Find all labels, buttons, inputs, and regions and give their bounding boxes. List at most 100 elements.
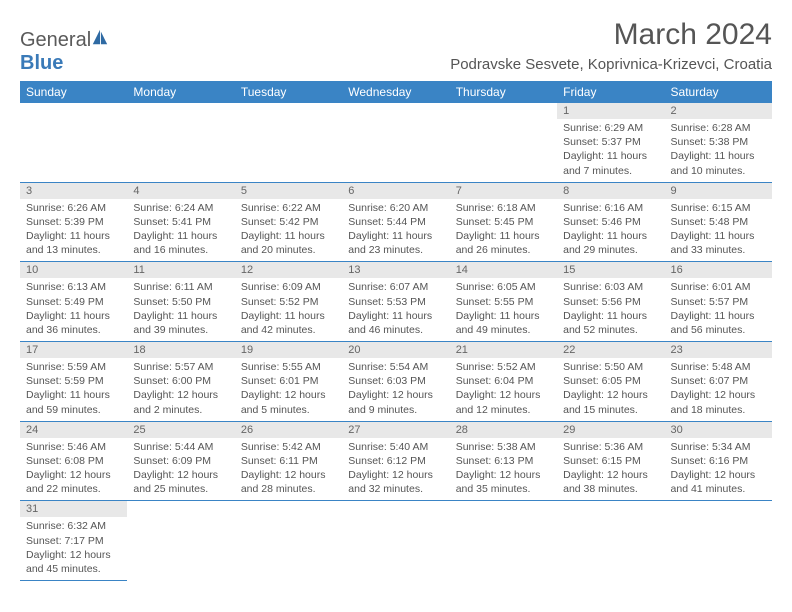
sunrise-line: Sunrise: 6:03 AM — [563, 280, 658, 294]
calendar-cell: 2Sunrise: 6:28 AMSunset: 5:38 PMDaylight… — [665, 103, 772, 182]
day-number: 2 — [665, 103, 772, 119]
day-details: Sunrise: 6:22 AMSunset: 5:42 PMDaylight:… — [235, 199, 342, 262]
day-details: Sunrise: 6:16 AMSunset: 5:46 PMDaylight:… — [557, 199, 664, 262]
calendar-cell — [450, 103, 557, 182]
daylight-line: Daylight: 12 hours and 38 minutes. — [563, 468, 658, 496]
day-number: 12 — [235, 262, 342, 278]
day-number: 25 — [127, 422, 234, 438]
sunset-line: Sunset: 6:12 PM — [348, 454, 443, 468]
day-details: Sunrise: 5:48 AMSunset: 6:07 PMDaylight:… — [665, 358, 772, 421]
calendar-cell — [557, 501, 664, 581]
daylight-line: Daylight: 12 hours and 18 minutes. — [671, 388, 766, 416]
calendar-cell — [235, 103, 342, 182]
sunset-line: Sunset: 5:53 PM — [348, 295, 443, 309]
day-number: 26 — [235, 422, 342, 438]
calendar-week: 31Sunrise: 6:32 AMSunset: 7:17 PMDayligh… — [20, 501, 772, 581]
day-number: 8 — [557, 183, 664, 199]
sunrise-line: Sunrise: 6:18 AM — [456, 201, 551, 215]
calendar-cell: 8Sunrise: 6:16 AMSunset: 5:46 PMDaylight… — [557, 182, 664, 262]
sunrise-line: Sunrise: 5:46 AM — [26, 440, 121, 454]
daylight-line: Daylight: 12 hours and 41 minutes. — [671, 468, 766, 496]
calendar-cell: 15Sunrise: 6:03 AMSunset: 5:56 PMDayligh… — [557, 262, 664, 342]
day-details: Sunrise: 6:15 AMSunset: 5:48 PMDaylight:… — [665, 199, 772, 262]
daylight-line: Daylight: 11 hours and 20 minutes. — [241, 229, 336, 257]
sunset-line: Sunset: 6:08 PM — [26, 454, 121, 468]
sunrise-line: Sunrise: 5:34 AM — [671, 440, 766, 454]
day-details: Sunrise: 6:07 AMSunset: 5:53 PMDaylight:… — [342, 278, 449, 341]
sunrise-line: Sunrise: 6:13 AM — [26, 280, 121, 294]
calendar-cell — [127, 103, 234, 182]
day-details: Sunrise: 6:13 AMSunset: 5:49 PMDaylight:… — [20, 278, 127, 341]
calendar-cell: 10Sunrise: 6:13 AMSunset: 5:49 PMDayligh… — [20, 262, 127, 342]
calendar-body: 1Sunrise: 6:29 AMSunset: 5:37 PMDaylight… — [20, 103, 772, 581]
calendar-cell: 22Sunrise: 5:50 AMSunset: 6:05 PMDayligh… — [557, 342, 664, 422]
sunset-line: Sunset: 6:03 PM — [348, 374, 443, 388]
sunrise-line: Sunrise: 6:11 AM — [133, 280, 228, 294]
sunrise-line: Sunrise: 5:55 AM — [241, 360, 336, 374]
calendar-table: SundayMondayTuesdayWednesdayThursdayFrid… — [20, 81, 772, 581]
sunset-line: Sunset: 5:59 PM — [26, 374, 121, 388]
daylight-line: Daylight: 11 hours and 33 minutes. — [671, 229, 766, 257]
day-details: Sunrise: 6:11 AMSunset: 5:50 PMDaylight:… — [127, 278, 234, 341]
daylight-line: Daylight: 11 hours and 7 minutes. — [563, 149, 658, 177]
day-details: Sunrise: 6:32 AMSunset: 7:17 PMDaylight:… — [20, 517, 127, 580]
daylight-line: Daylight: 11 hours and 39 minutes. — [133, 309, 228, 337]
calendar-cell: 14Sunrise: 6:05 AMSunset: 5:55 PMDayligh… — [450, 262, 557, 342]
day-number: 20 — [342, 342, 449, 358]
daylight-line: Daylight: 11 hours and 29 minutes. — [563, 229, 658, 257]
sunrise-line: Sunrise: 5:54 AM — [348, 360, 443, 374]
calendar-header: SundayMondayTuesdayWednesdayThursdayFrid… — [20, 81, 772, 103]
day-details: Sunrise: 5:54 AMSunset: 6:03 PMDaylight:… — [342, 358, 449, 421]
daylight-line: Daylight: 12 hours and 9 minutes. — [348, 388, 443, 416]
day-number: 17 — [20, 342, 127, 358]
sunrise-line: Sunrise: 6:20 AM — [348, 201, 443, 215]
sunrise-line: Sunrise: 6:22 AM — [241, 201, 336, 215]
calendar-cell — [235, 501, 342, 581]
day-number: 13 — [342, 262, 449, 278]
calendar-cell: 20Sunrise: 5:54 AMSunset: 6:03 PMDayligh… — [342, 342, 449, 422]
calendar-cell: 27Sunrise: 5:40 AMSunset: 6:12 PMDayligh… — [342, 421, 449, 501]
sunset-line: Sunset: 6:15 PM — [563, 454, 658, 468]
day-number: 11 — [127, 262, 234, 278]
sunset-line: Sunset: 5:56 PM — [563, 295, 658, 309]
day-details: Sunrise: 6:24 AMSunset: 5:41 PMDaylight:… — [127, 199, 234, 262]
logo-blue: Blue — [20, 52, 63, 74]
calendar-cell: 12Sunrise: 6:09 AMSunset: 5:52 PMDayligh… — [235, 262, 342, 342]
sunrise-line: Sunrise: 6:29 AM — [563, 121, 658, 135]
day-details: Sunrise: 6:20 AMSunset: 5:44 PMDaylight:… — [342, 199, 449, 262]
calendar-cell: 24Sunrise: 5:46 AMSunset: 6:08 PMDayligh… — [20, 421, 127, 501]
daylight-line: Daylight: 11 hours and 23 minutes. — [348, 229, 443, 257]
sunrise-line: Sunrise: 5:59 AM — [26, 360, 121, 374]
day-details: Sunrise: 5:36 AMSunset: 6:15 PMDaylight:… — [557, 438, 664, 501]
day-details: Sunrise: 5:46 AMSunset: 6:08 PMDaylight:… — [20, 438, 127, 501]
calendar-cell — [450, 501, 557, 581]
sunset-line: Sunset: 7:17 PM — [26, 534, 121, 548]
day-number: 15 — [557, 262, 664, 278]
sunset-line: Sunset: 5:45 PM — [456, 215, 551, 229]
calendar-cell: 11Sunrise: 6:11 AMSunset: 5:50 PMDayligh… — [127, 262, 234, 342]
day-details: Sunrise: 5:55 AMSunset: 6:01 PMDaylight:… — [235, 358, 342, 421]
day-number: 29 — [557, 422, 664, 438]
day-number: 18 — [127, 342, 234, 358]
calendar-cell — [20, 103, 127, 182]
sunset-line: Sunset: 5:49 PM — [26, 295, 121, 309]
daylight-line: Daylight: 11 hours and 16 minutes. — [133, 229, 228, 257]
calendar-cell: 29Sunrise: 5:36 AMSunset: 6:15 PMDayligh… — [557, 421, 664, 501]
calendar-cell: 31Sunrise: 6:32 AMSunset: 7:17 PMDayligh… — [20, 501, 127, 581]
calendar-cell: 9Sunrise: 6:15 AMSunset: 5:48 PMDaylight… — [665, 182, 772, 262]
sunset-line: Sunset: 5:57 PM — [671, 295, 766, 309]
sunrise-line: Sunrise: 5:42 AM — [241, 440, 336, 454]
sunset-line: Sunset: 6:16 PM — [671, 454, 766, 468]
sunset-line: Sunset: 6:13 PM — [456, 454, 551, 468]
day-number: 28 — [450, 422, 557, 438]
header: GeneralBlue March 2024 Podravske Sesvete… — [20, 18, 772, 75]
day-number: 27 — [342, 422, 449, 438]
day-details: Sunrise: 5:40 AMSunset: 6:12 PMDaylight:… — [342, 438, 449, 501]
sunrise-line: Sunrise: 5:40 AM — [348, 440, 443, 454]
weekday-header: Wednesday — [342, 81, 449, 103]
sunset-line: Sunset: 5:52 PM — [241, 295, 336, 309]
sunset-line: Sunset: 6:05 PM — [563, 374, 658, 388]
sunset-line: Sunset: 5:42 PM — [241, 215, 336, 229]
day-details: Sunrise: 5:57 AMSunset: 6:00 PMDaylight:… — [127, 358, 234, 421]
day-number: 22 — [557, 342, 664, 358]
